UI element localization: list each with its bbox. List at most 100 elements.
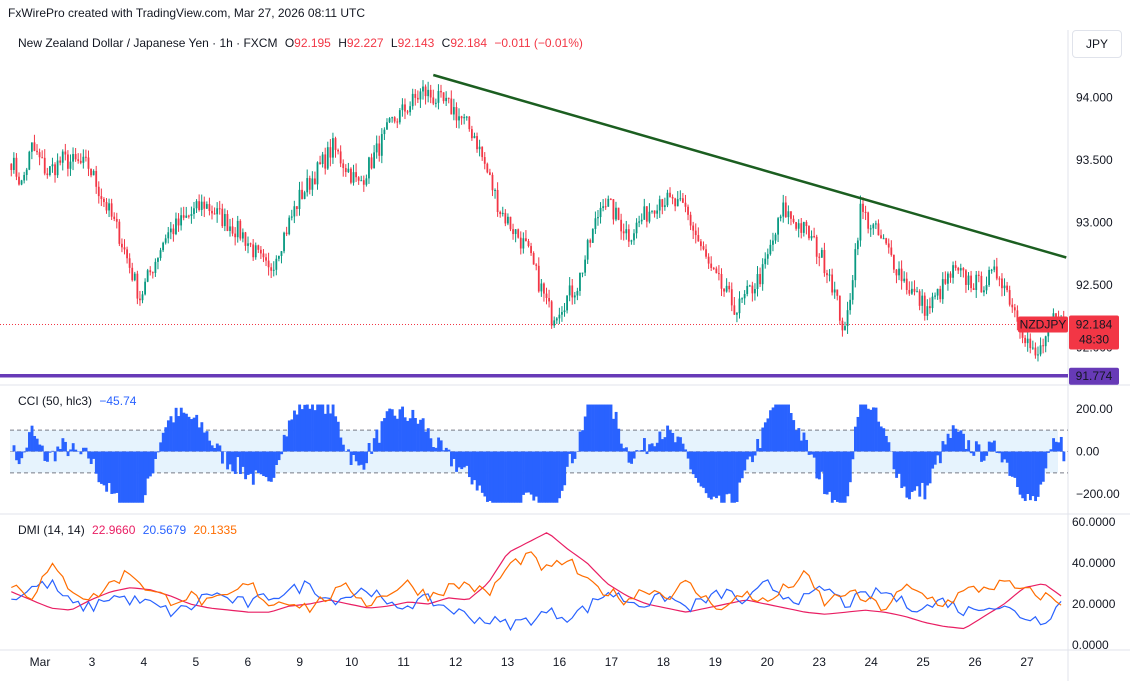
candle-body [92, 170, 95, 176]
candle-body [844, 326, 846, 331]
cci-bar [1057, 442, 1061, 452]
candle-body [1006, 285, 1009, 291]
cci-bar [455, 451, 459, 472]
cci-bar [388, 408, 392, 452]
candle-body [615, 207, 617, 220]
candle-body [718, 273, 720, 275]
candle-body [82, 156, 85, 163]
candle-body [1001, 278, 1003, 289]
cci-bar [982, 451, 986, 461]
candle-body [594, 218, 597, 230]
cci-bar [1039, 451, 1043, 485]
cci-bar [426, 428, 430, 452]
cci-bar [323, 413, 327, 452]
candle-body [756, 274, 759, 289]
cci-bar [992, 440, 996, 452]
cci-bar [720, 451, 724, 503]
time-tick-label: 4 [141, 655, 148, 669]
candle-body [880, 235, 882, 239]
candle-body [507, 216, 509, 224]
cci-bar [668, 430, 672, 452]
candle-body [617, 207, 620, 220]
candle-body [705, 249, 707, 257]
candle-body [790, 211, 792, 219]
candle-body [723, 288, 725, 292]
cci-bar [239, 451, 242, 475]
candle-body [12, 157, 15, 170]
cci-bar [166, 420, 170, 452]
cci-bar [681, 443, 685, 452]
cci-bar [241, 451, 245, 467]
dmi-tick-label: 0.0000 [1072, 638, 1109, 652]
candle-body [900, 268, 903, 282]
candle-body [236, 220, 239, 238]
candle-body [1021, 331, 1024, 338]
cci-bar [377, 442, 381, 452]
cci-bar [51, 450, 55, 452]
candle-body [401, 104, 404, 111]
candle-body [262, 253, 265, 258]
cci-bar [663, 437, 667, 452]
time-tick-label: 18 [657, 655, 671, 669]
candle-body [581, 272, 584, 274]
candle-body [247, 243, 249, 246]
candle-body [429, 89, 432, 98]
candle-body [267, 260, 270, 268]
candle-body [666, 192, 669, 206]
cci-bar [1049, 449, 1053, 452]
candle-body [887, 243, 890, 248]
cci-bar [339, 437, 343, 452]
cci-bar [933, 451, 937, 465]
cci-bar [336, 421, 340, 452]
candle-body [380, 134, 383, 156]
candle-body [895, 269, 898, 276]
candle-body [175, 218, 177, 235]
cci-bar [89, 451, 93, 465]
cci-bar [882, 428, 886, 452]
currency-button[interactable]: JPY [1072, 30, 1122, 58]
candle-body [203, 201, 206, 209]
cci-bar [48, 451, 52, 453]
dmi-line-adx [11, 532, 1062, 630]
cci-bar [202, 432, 206, 452]
cci-bar [393, 415, 397, 452]
candle-body [79, 160, 82, 163]
candle-body [828, 274, 831, 276]
cci-bar [473, 451, 477, 481]
cci-bar [666, 425, 670, 452]
dmi-tick-label: 60.0000 [1072, 515, 1116, 529]
cci-bar [884, 435, 888, 452]
candle-body [41, 157, 44, 159]
cci-bar [555, 451, 559, 503]
cci-bar [854, 426, 857, 452]
cci-bar [102, 451, 106, 486]
candle-body [715, 268, 718, 274]
cci-bar [504, 451, 507, 503]
time-tick-label: 24 [864, 655, 878, 669]
cci-bar [421, 418, 425, 452]
cci-bar [442, 450, 446, 452]
cci-bar [941, 441, 945, 452]
cci-bar [146, 451, 150, 479]
candle-body [180, 215, 183, 226]
cci-bar [730, 451, 734, 503]
cci-bar [532, 451, 536, 501]
candle-body [208, 204, 211, 211]
candle-body [867, 212, 870, 229]
cci-bar [439, 440, 443, 452]
cci-bar [367, 443, 371, 452]
cci-bar [995, 451, 999, 453]
cci-bar [835, 451, 839, 502]
cci-bar [594, 404, 597, 452]
candle-body [548, 298, 550, 302]
cci-bar [20, 451, 24, 459]
cci-bar [748, 451, 752, 457]
low-value: 92.143 [397, 36, 435, 50]
cci-bar [161, 432, 165, 452]
cci-bar [516, 451, 520, 503]
candle-body [892, 254, 895, 270]
candle-body [635, 222, 638, 234]
candle-body [398, 110, 401, 123]
candle-body [162, 242, 165, 251]
